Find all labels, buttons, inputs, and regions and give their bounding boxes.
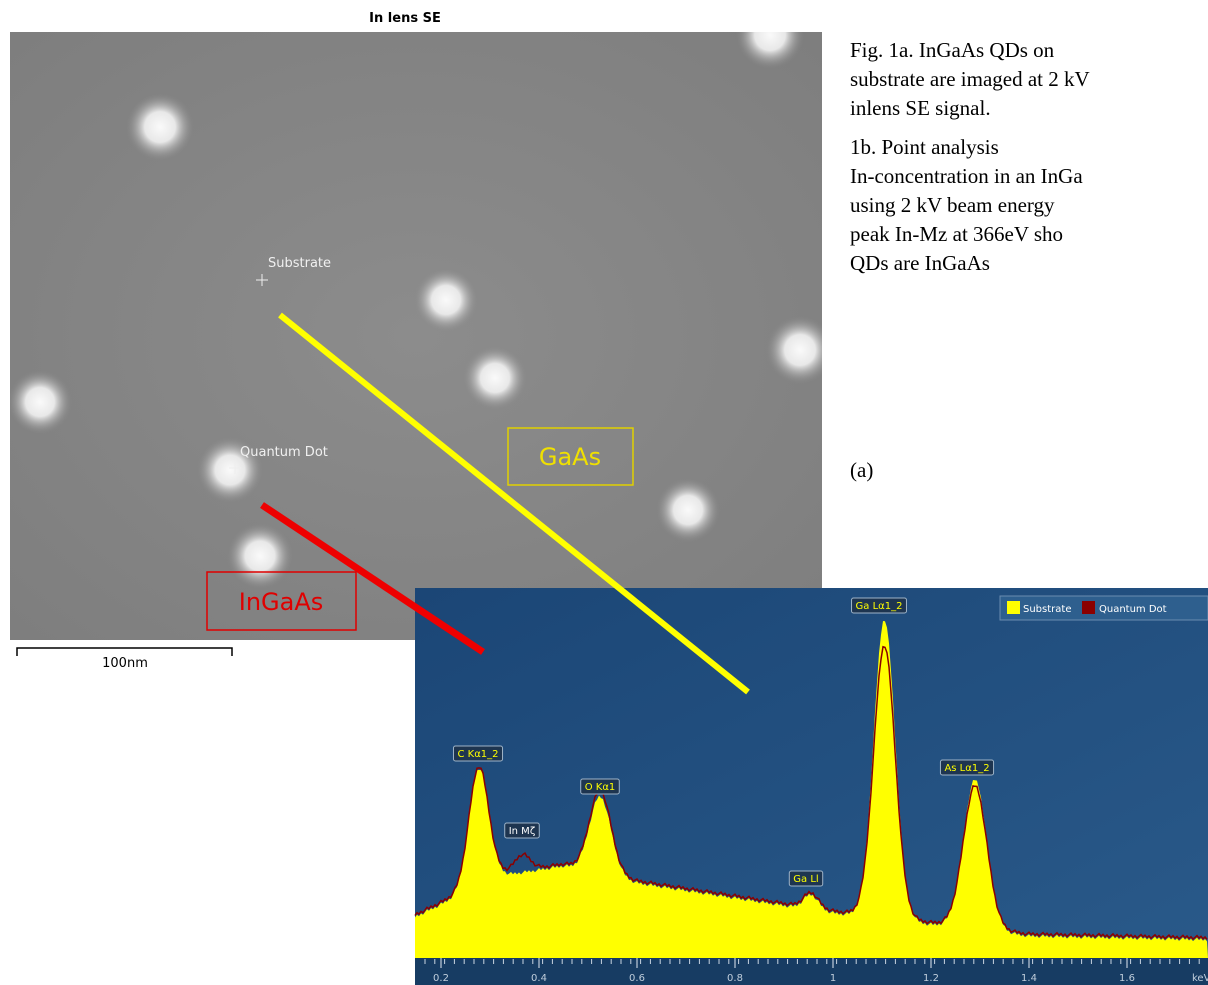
point-label: Substrate	[268, 256, 331, 271]
legend-label: Quantum Dot	[1099, 604, 1167, 615]
sem-image: Substrate Quantum Dot	[8, 1, 834, 640]
point-label: Quantum Dot	[240, 445, 328, 460]
x-tick-label: 0.6	[629, 973, 645, 984]
peak-label: Ga Ll	[793, 874, 818, 885]
peak-label: In Mζ	[509, 826, 536, 837]
peak-label: C Kα1_2	[457, 749, 498, 760]
x-tick-label: 0.8	[727, 973, 743, 984]
legend-label: Substrate	[1023, 604, 1071, 615]
axis-unit: keV	[1192, 973, 1208, 984]
x-tick-label: 1.4	[1021, 973, 1037, 984]
peak-label: As Lα1_2	[944, 763, 989, 774]
x-tick-label: 0.4	[531, 973, 547, 984]
page: {"sem": {"title": "In lens SE", "labels"…	[0, 0, 1208, 985]
x-tick-label: 1	[830, 973, 836, 984]
legend-swatch	[1082, 601, 1095, 614]
scale-bar	[17, 648, 232, 656]
peak-label: O Kα1	[585, 782, 616, 793]
x-tick-label: 0.2	[433, 973, 449, 984]
scale-label: 100nm	[102, 656, 148, 671]
annotation: GaAs	[539, 443, 601, 471]
legend-swatch	[1007, 601, 1020, 614]
x-tick-label: 1.2	[923, 973, 939, 984]
annotation: InGaAs	[239, 588, 324, 616]
x-tick-label: 1.6	[1119, 973, 1135, 984]
spectrum-panel: 0.2 0.4 0.6 0.8 1 1.2 1.4 1.6 keV Substrate Quantu…	[415, 588, 1208, 985]
peak-label: Ga Lα1_2	[856, 601, 903, 612]
image-title: In lens SE	[369, 11, 441, 26]
figure: In lens SE Substrate Quantum Dot 100nm 0…	[0, 0, 1208, 985]
